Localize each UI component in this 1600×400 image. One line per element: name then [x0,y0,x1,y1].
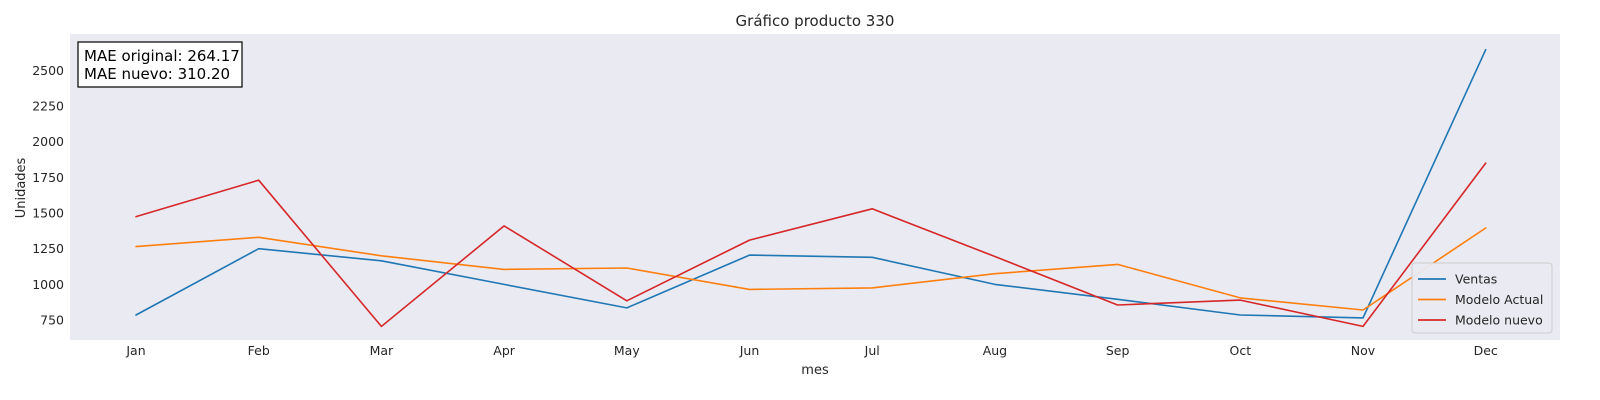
annotation-mae-original: MAE original: 264.17 [84,47,240,65]
y-tick-label-1000: 1000 [32,277,64,292]
series-line-modelo-actual [135,227,1487,311]
y-tick-label-2000: 2000 [32,134,64,149]
y-tick-label-2500: 2500 [32,63,64,78]
chart-title: Gráfico producto 330 [736,12,895,30]
x-tick-label-jul: Jul [864,343,880,358]
x-tick-label-oct: Oct [1229,343,1251,358]
x-tick-label-may: May [614,343,640,358]
legend: Ventas Modelo Actual Modelo nuevo [1411,262,1553,334]
y-axis: 750 1000 1250 1500 1750 2000 2250 2500 [32,63,64,328]
x-tick-label-jan: Jan [125,343,145,358]
series-line-modelo-nuevo [135,162,1487,328]
plot-area [70,34,1560,340]
y-tick-label-1750: 1750 [32,170,64,185]
x-axis: Jan Feb Mar Apr May Jun Jul Aug Sep Oct Nov Dec [125,343,1498,358]
x-tick-label-apr: Apr [493,343,515,358]
y-tick-label-1250: 1250 [32,241,64,256]
legend-box [1411,262,1553,334]
legend-label-ventas: Ventas [1455,272,1497,287]
x-axis-label: mes [801,363,829,378]
series-lines [135,48,1487,328]
x-tick-label-nov: Nov [1351,343,1376,358]
x-tick-label-dec: Dec [1474,343,1498,358]
mae-annotation: MAE original: 264.17 MAE nuevo: 310.20 [77,41,243,88]
x-tick-label-mar: Mar [370,343,394,358]
legend-label-modelo-actual: Modelo Actual [1455,292,1543,307]
x-tick-label-feb: Feb [248,343,270,358]
y-tick-label-750: 750 [40,313,64,328]
legend-label-modelo-nuevo: Modelo nuevo [1455,313,1543,328]
y-tick-label-1500: 1500 [32,206,64,221]
y-tick-label-2250: 2250 [32,99,64,114]
annotation-box [77,41,243,88]
annotation-mae-nuevo: MAE nuevo: 310.20 [84,65,230,83]
x-tick-label-sep: Sep [1106,343,1130,358]
y-axis-label: Unidades [14,157,29,218]
x-tick-label-aug: Aug [983,343,1007,358]
series-line-ventas [135,48,1487,319]
x-tick-label-jun: Jun [739,343,760,358]
